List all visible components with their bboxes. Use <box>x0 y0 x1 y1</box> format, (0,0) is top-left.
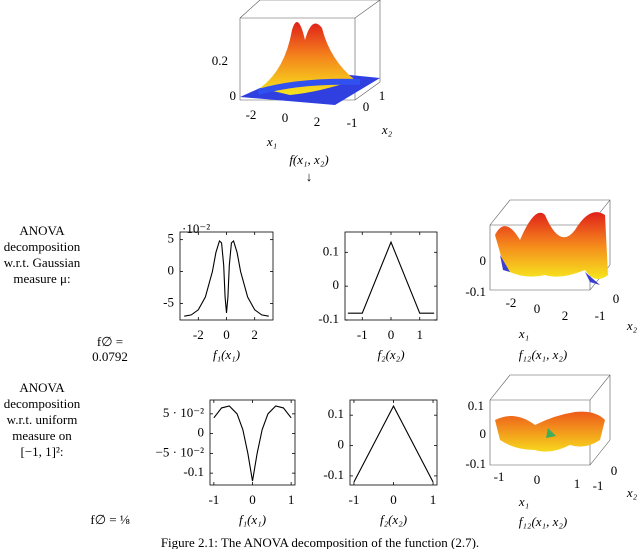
plot-frame <box>344 231 438 321</box>
x-tick-label: -2 <box>246 107 257 122</box>
plot-title: f(x₁, x₂) <box>289 152 328 167</box>
chart-label: f₁(x₁) <box>213 347 240 362</box>
y-tick-label: 0.1 <box>323 243 339 258</box>
caption: Figure 2.1: The ANOVA decomposition of t… <box>161 535 479 549</box>
x-tick-label: 0 <box>282 110 289 125</box>
row-label: w.r.t. Gaussian <box>4 255 81 270</box>
line <box>184 239 269 317</box>
y-tick-label: -1 <box>593 478 604 493</box>
axis-label: x₁ <box>266 134 277 149</box>
y-tick-label: -1 <box>595 308 606 323</box>
z-tick-label: 0 <box>230 88 237 103</box>
plot-frame <box>209 399 296 486</box>
f-empty: f∅ = <box>97 334 123 349</box>
plot-title: f₁₂(x₁, x₂) <box>519 347 567 362</box>
x-tick-label: -1 <box>349 492 360 507</box>
axis-label: x₁ <box>518 326 529 341</box>
row-label: [−1, 1]²: <box>21 444 64 459</box>
x-tick-label: 2 <box>562 308 569 323</box>
z-tick-label: 0.1 <box>468 398 484 413</box>
line <box>213 405 292 482</box>
arrow: ↓ <box>306 169 313 184</box>
z-tick-label: -0.1 <box>465 456 486 471</box>
row-label: w.r.t. uniform <box>7 412 78 427</box>
x-tick-label: -2 <box>193 327 204 342</box>
chart-label: f₁(x₁) <box>239 512 266 527</box>
line <box>347 240 435 314</box>
x-tick-label: 2 <box>251 327 258 342</box>
row-label: ANOVA <box>19 380 65 395</box>
y-tick-label: 0 <box>611 463 618 478</box>
z-tick-label: -0.1 <box>465 284 486 299</box>
y-tick-label: 0 <box>338 437 345 452</box>
x-tick-label: 1 <box>417 327 424 342</box>
f-empty: f∅ = ⅛ <box>90 512 129 527</box>
y-tick-label: -1 <box>347 115 358 130</box>
y-tick-label: 5 · 10⁻² <box>163 405 204 420</box>
x-tick-label: 0 <box>390 492 397 507</box>
x-tick-label: 0 <box>223 327 230 342</box>
surface-plot <box>489 374 611 466</box>
x-tick-label: -2 <box>506 295 517 310</box>
axis-label: x₂ <box>626 485 638 500</box>
y-multiplier: ·10⁻² <box>182 221 210 236</box>
surface-plot <box>489 199 611 291</box>
surface-plot <box>239 0 381 105</box>
plot-title: f₁₂(x₁, x₂) <box>519 514 567 529</box>
axis-label: x₂ <box>381 122 393 137</box>
x-tick-label: 0 <box>388 327 395 342</box>
x-tick-label: 1 <box>574 476 581 491</box>
row-label: decomposition <box>4 396 81 411</box>
x-tick-label: 2 <box>314 114 321 129</box>
y-tick-label: -0.1 <box>323 467 344 482</box>
row-label: decomposition <box>4 239 81 254</box>
y-tick-label: 0 <box>363 99 370 114</box>
y-tick-label: -5 <box>163 294 174 309</box>
z-tick-label: 0 <box>480 253 487 268</box>
y-tick-label: 0 <box>198 425 205 440</box>
axis-label: x₂ <box>626 318 638 333</box>
x-tick-label: -1 <box>494 469 505 484</box>
y-tick-label: 0.1 <box>328 406 344 421</box>
z-tick-label: 0 <box>480 426 487 441</box>
y-tick-label: 5 <box>168 231 175 246</box>
y-tick-label: 0 <box>333 277 340 292</box>
y-tick-label: -0.1 <box>183 464 204 479</box>
line <box>353 404 434 483</box>
y-tick-label: −5 · 10⁻² <box>156 444 205 459</box>
row-label: ANOVA <box>19 223 65 238</box>
x-tick-label: -1 <box>208 492 219 507</box>
y-tick-label: 1 <box>379 88 386 103</box>
x-tick-label: 0 <box>534 472 541 487</box>
f-empty: 0.0792 <box>92 349 128 364</box>
y-tick-label: 0 <box>613 291 620 306</box>
z-tick-label: 0.2 <box>212 53 228 68</box>
y-tick-label: 0 <box>168 263 175 278</box>
chart-label: f₂(x₂) <box>377 347 404 362</box>
x-tick-label: 0 <box>534 301 541 316</box>
x-tick-label: 1 <box>430 492 437 507</box>
y-tick-label: -0.1 <box>318 311 339 326</box>
x-tick-label: 0 <box>249 492 256 507</box>
chart-label: f₂(x₂) <box>380 512 407 527</box>
row-label: measure μ: <box>13 271 70 286</box>
plot-frame <box>349 399 438 486</box>
x-tick-label: 1 <box>288 492 295 507</box>
x-tick-label: -1 <box>357 327 368 342</box>
axis-label: x₁ <box>518 494 529 509</box>
row-label: measure on <box>12 428 72 443</box>
